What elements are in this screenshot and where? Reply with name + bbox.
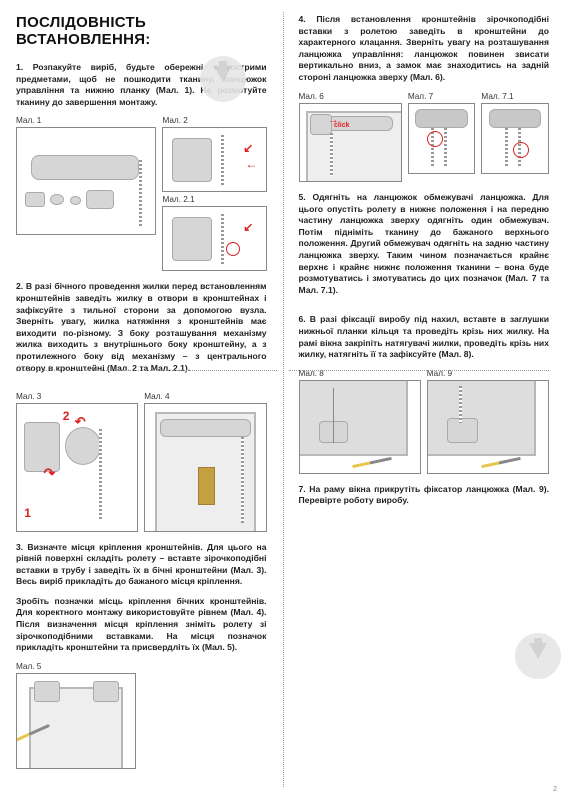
callout-num: 1 [24,506,31,520]
fig-label: Мал. 7 [408,92,476,101]
step-3a-text: 3. Визначте місця кріплення кронштейнів.… [16,542,267,587]
page-number: 2 [553,786,557,793]
fig-label: Мал. 7.1 [481,92,549,101]
fig-box: click → [299,103,402,182]
figure-3: Мал. 3 1 2 ↷ ↶ [16,392,138,531]
page: Послідовність встановлення: 1. Розпакуйт… [0,0,565,799]
fig-row-4: Мал. 6 click → Мал. 7 [299,92,550,182]
section-divider [289,370,550,371]
watermark-icon [515,633,561,679]
step-4-text: 4. Після встановлення кронштейнів зірочк… [299,14,550,82]
fig-label: Мал. 4 [144,392,266,401]
step-2-text: 2. В разі бічного проведення жилки перед… [16,281,267,372]
fig-label: Мал. 2.1 [162,195,266,204]
fig-box: 1 2 ↷ ↶ [16,403,138,531]
figure-1: Мал. 1 [16,116,156,271]
step-6-text: 6. В разі фіксації виробу під нахил, вст… [299,314,550,359]
figure-6: Мал. 6 click → [299,92,402,182]
step-7: 7. На раму вікна прикрутіть фіксатор лан… [299,484,550,507]
fig-box: ↙ [162,206,266,271]
step-4: 4. Після встановлення кронштейнів зірочк… [299,14,550,84]
figure-2-group: Мал. 2 ↙ ← Мал. 2.1 ↙ [162,116,266,271]
left-column: Послідовність встановлення: 1. Розпакуйт… [0,0,283,799]
fig-box [427,380,549,474]
step-2: 2. В разі бічного проведення жилки перед… [16,281,267,374]
fig-label: Мал. 3 [16,392,138,401]
figure-5: Мал. 5 [16,662,136,769]
fig-row-5: Мал. 8 Мал. 9 [299,369,550,474]
fig-label: Мал. 2 [162,116,266,125]
fig-box [144,403,266,531]
figure-9: Мал. 9 [427,369,549,474]
fig-box [299,380,421,474]
column-divider [283,12,284,787]
fig-label: Мал. 6 [299,92,402,101]
page-title: Послідовність встановлення: [16,14,267,48]
step-5: 5. Одягніть на ланцюжок обмежувачі ланцю… [299,192,550,296]
fig-box [16,673,136,769]
section-divider [16,370,277,371]
right-column: 4. Після встановлення кронштейнів зірочк… [283,0,565,799]
fig-label: Мал. 1 [16,116,156,125]
figure-71: Мал. 7.1 [481,92,549,182]
fig-row-3: Мал. 5 [16,662,267,769]
fig-box [16,127,156,235]
fig-box [481,103,549,174]
fig-row-1: Мал. 1 Мал. 2 ↙ ← Мал. 2.1 [16,116,267,271]
step-5-text: 5. Одягніть на ланцюжок обмежувачі ланцю… [299,192,550,295]
figure-8: Мал. 8 [299,369,421,474]
fig-label: Мал. 5 [16,662,136,671]
figure-4: Мал. 4 [144,392,266,531]
step-7-text: 7. На раму вікна прикрутіть фіксатор лан… [299,484,550,506]
step-3a: 3. Визначте місця кріплення кронштейнів.… [16,542,267,588]
fig-box: ↙ ← [162,127,266,192]
watermark-icon [200,56,246,102]
figure-7: Мал. 7 [408,92,476,182]
callout-num: 2 [63,409,70,423]
step-3b: Зробіть позначки місць кріплення бічних … [16,596,267,654]
step-6: 6. В разі фіксації виробу під нахил, вст… [299,314,550,360]
fig-box [408,103,476,174]
fig-row-2: Мал. 3 1 2 ↷ ↶ Мал. 4 [16,392,267,531]
step-3b-text: Зробіть позначки місць кріплення бічних … [16,596,267,652]
